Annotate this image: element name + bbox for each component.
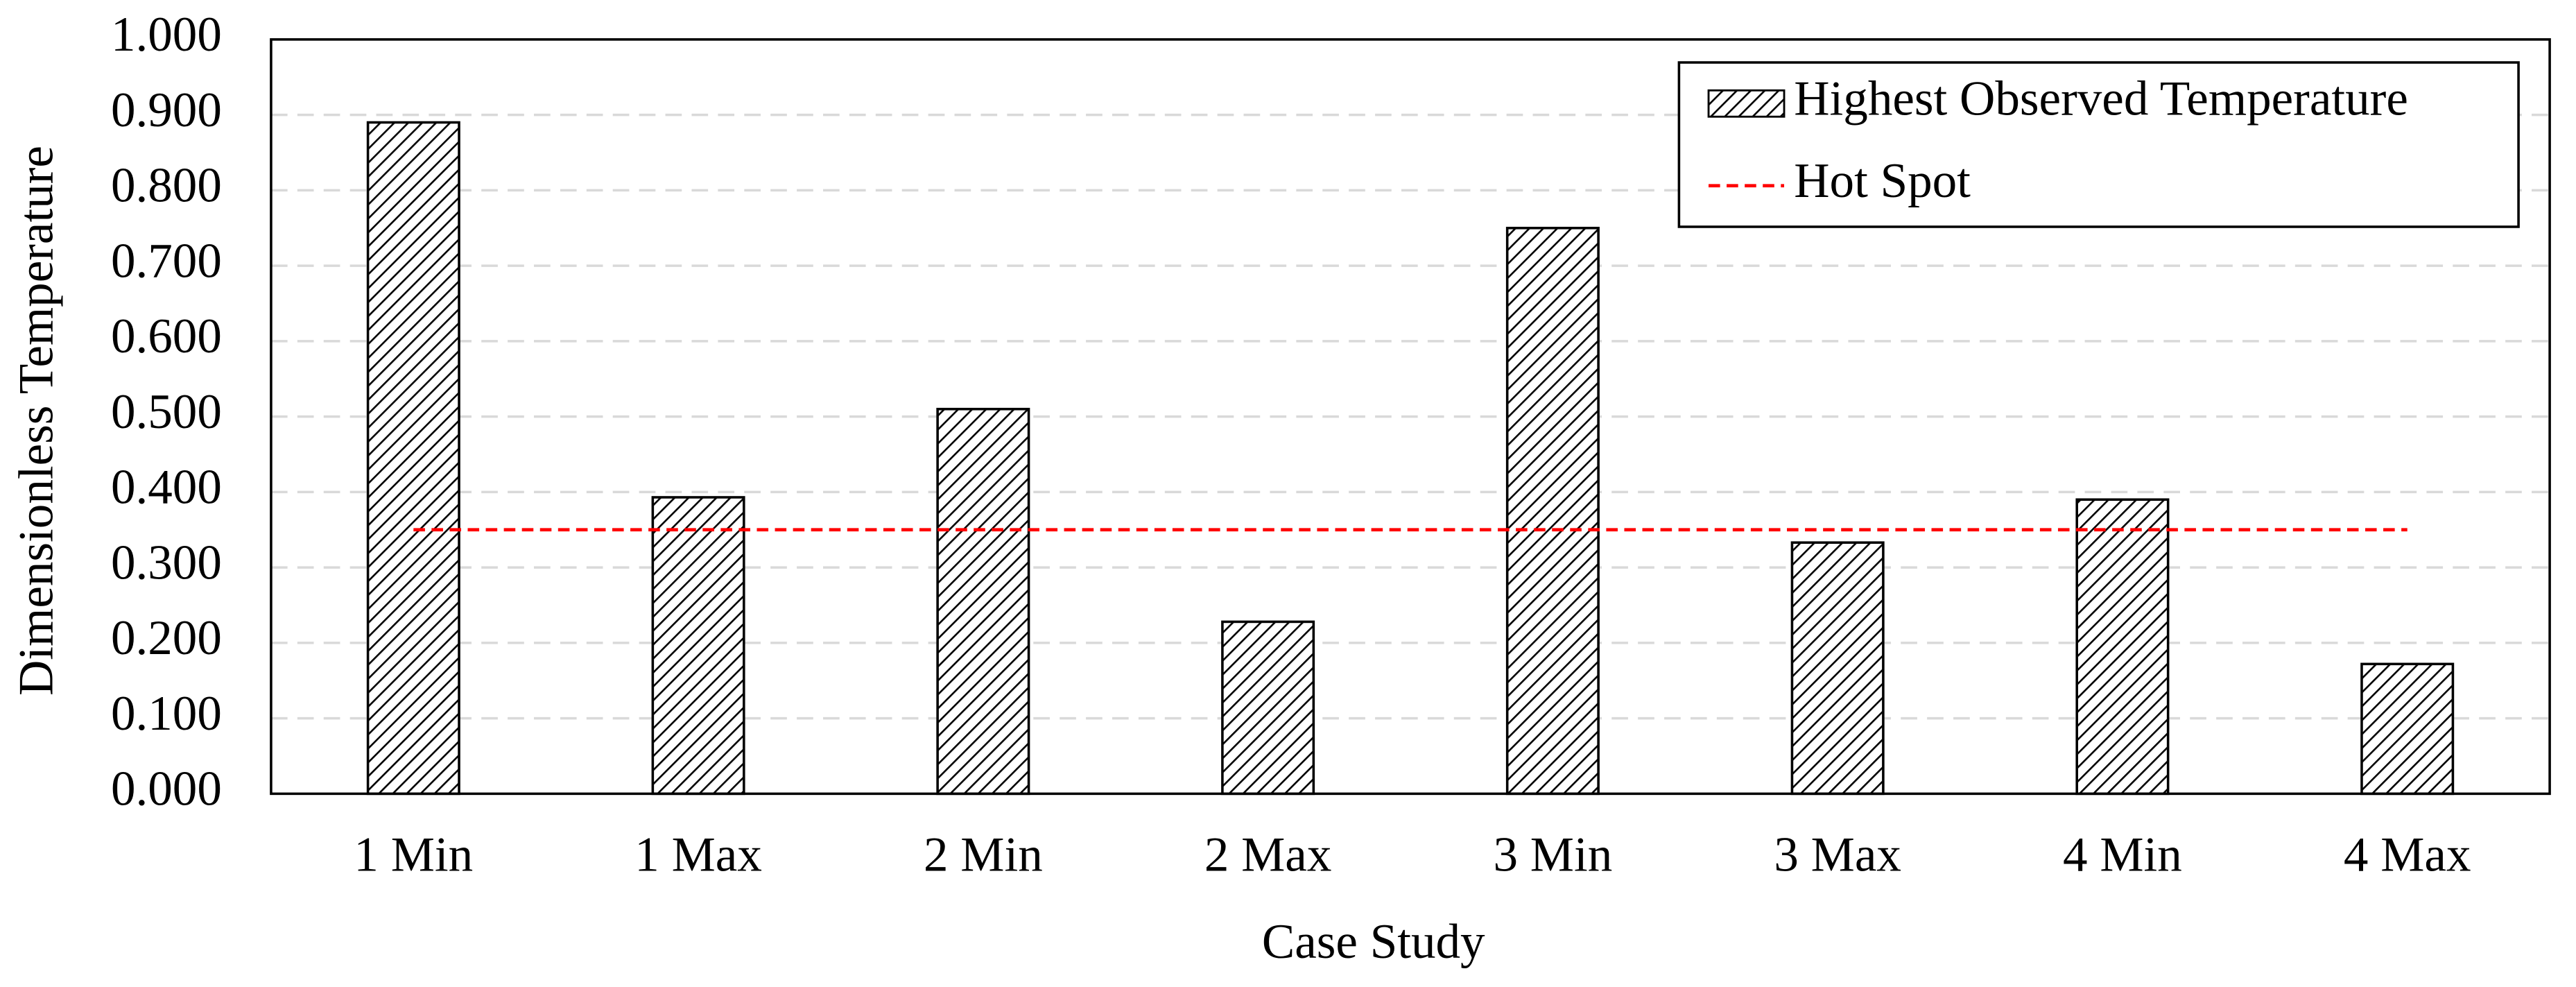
x-tick-label: 3 Min xyxy=(1494,827,1613,882)
y-tick-label: 0.500 xyxy=(111,385,222,439)
x-tick-label: 4 Min xyxy=(2063,827,2182,882)
bar xyxy=(2075,498,2170,796)
y-tick-label: 0.300 xyxy=(111,535,222,590)
plot-frame xyxy=(270,38,2551,796)
bar xyxy=(651,496,745,796)
legend-swatch xyxy=(1707,89,1786,118)
x-axis-label: Case Study xyxy=(1262,915,1485,969)
bar xyxy=(366,121,460,796)
x-tick-label: 2 Min xyxy=(924,827,1043,882)
y-tick-label: 0.000 xyxy=(111,762,222,816)
y-tick-label: 0.700 xyxy=(111,234,222,288)
legend-box xyxy=(1677,61,2520,228)
bar xyxy=(1790,541,1885,796)
legend-label: Hot Spot xyxy=(1794,154,1971,208)
y-tick-label: 1.000 xyxy=(111,8,222,62)
y-tick-label: 0.200 xyxy=(111,611,222,665)
bar xyxy=(936,407,1030,796)
y-tick-label: 0.900 xyxy=(111,83,222,137)
y-tick-label: 0.800 xyxy=(111,159,222,213)
x-tick-label: 4 Max xyxy=(2344,827,2471,882)
bar xyxy=(1505,226,1600,796)
y-tick-label: 0.600 xyxy=(111,309,222,363)
x-tick-label: 2 Max xyxy=(1204,827,1332,882)
y-tick-label: 0.100 xyxy=(111,687,222,741)
legend-label: Highest Observed Temperature xyxy=(1794,72,2408,126)
y-axis-label: Dimensionless Temperature xyxy=(10,146,64,696)
x-tick-label: 1 Max xyxy=(634,827,762,882)
bar xyxy=(2360,662,2455,796)
bar xyxy=(1221,620,1315,796)
x-tick-label: 1 Min xyxy=(354,827,473,882)
x-tick-label: 3 Max xyxy=(1774,827,1901,882)
y-tick-label: 0.400 xyxy=(111,461,222,515)
